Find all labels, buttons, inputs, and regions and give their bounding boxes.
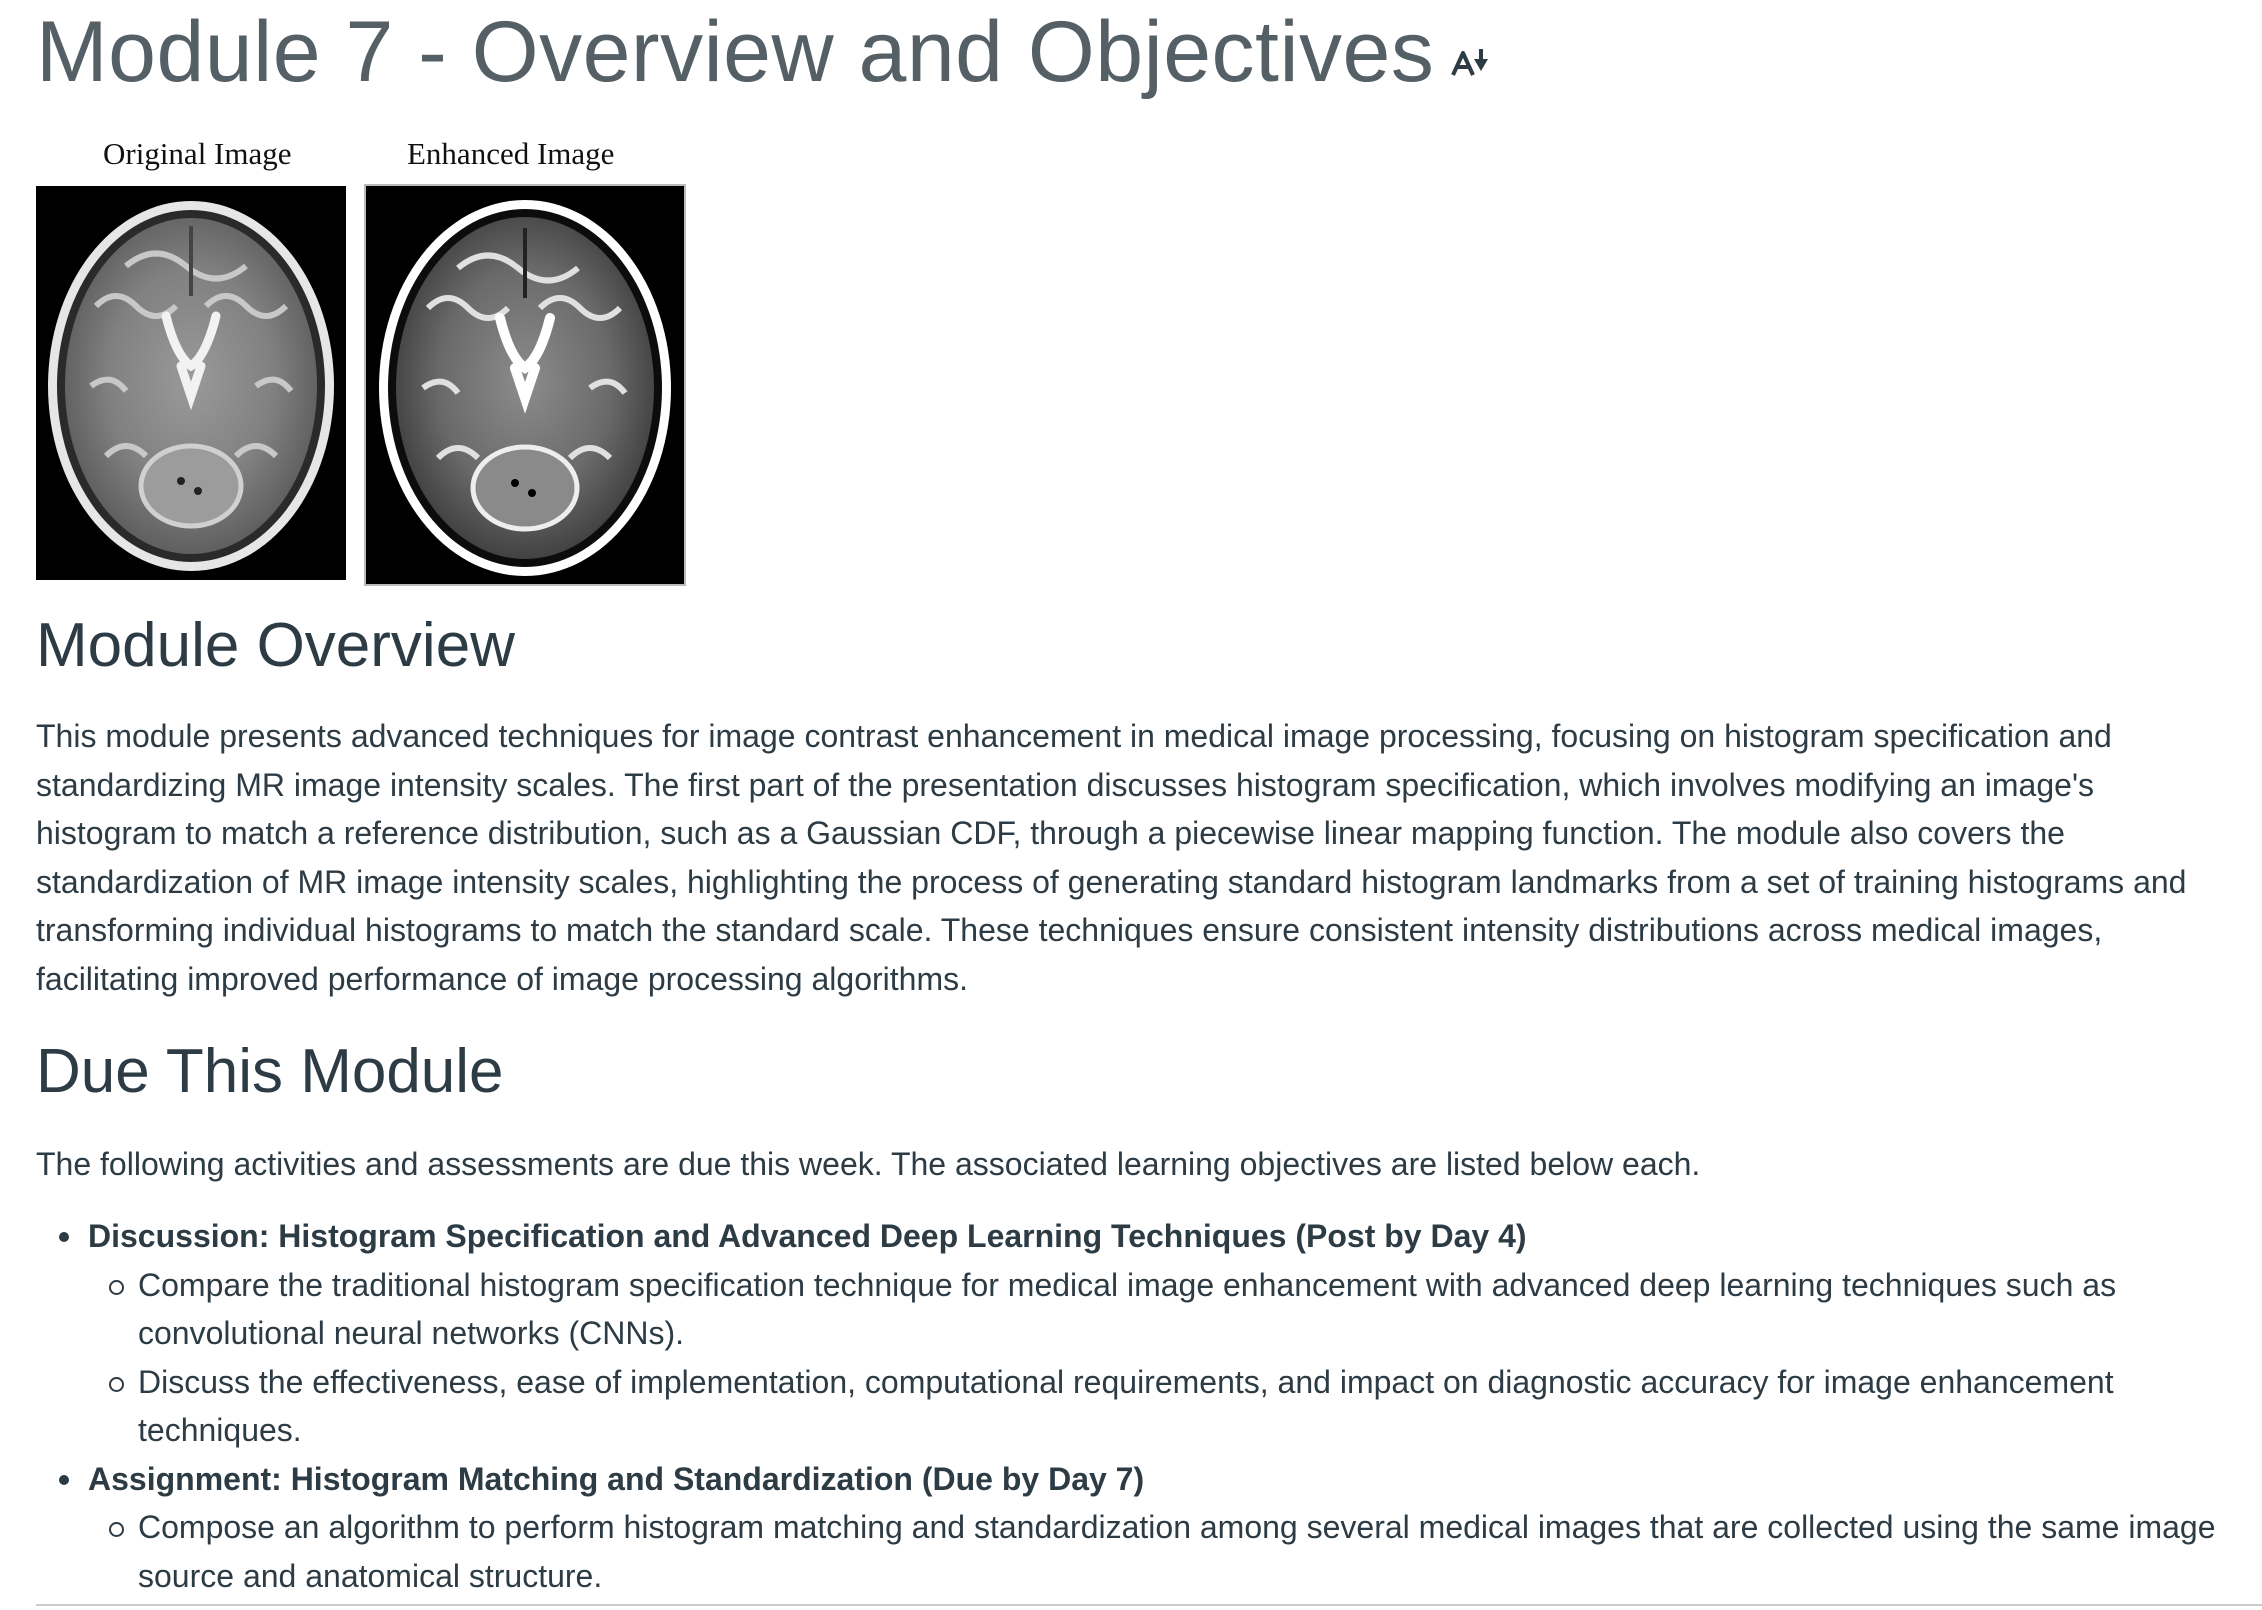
page-title: Module 7 - Overview and Objectives <box>36 4 1435 100</box>
list-item: Assignment: Histogram Matching and Stand… <box>36 1455 2226 1504</box>
objective-text: Compare the traditional histogram specif… <box>138 1266 2117 1352</box>
immersive-reader-icon <box>1451 49 1489 76</box>
objective-item: Compare the traditional histogram specif… <box>36 1261 2226 1358</box>
discussion-title: Discussion: Histogram Specification and … <box>88 1218 1527 1254</box>
bottom-divider <box>36 1604 2262 1606</box>
module-overview-heading: Module Overview <box>36 611 515 680</box>
title-row: Module 7 - Overview and Objectives <box>36 6 1496 98</box>
original-image-caption: Original Image <box>103 136 292 171</box>
objective-text: Compose an algorithm to perform histogra… <box>138 1509 2216 1594</box>
immersive-reader-button[interactable] <box>1448 42 1496 82</box>
list-item: Discussion: Histogram Specification and … <box>36 1212 2226 1261</box>
objective-item: Discuss the effectiveness, ease of imple… <box>36 1358 2226 1455</box>
module-overview-text: This module presents advanced techniques… <box>36 718 2187 997</box>
original-brain-image <box>36 186 346 580</box>
due-items-list: Discussion: Histogram Specification and … <box>36 1212 2226 1600</box>
assignment-title: Assignment: Histogram Matching and Stand… <box>88 1460 1145 1497</box>
due-intro-text: The following activities and assessments… <box>36 1146 1701 1182</box>
objective-item: Compose an algorithm to perform histogra… <box>36 1503 2226 1600</box>
objective-text: Discuss the effectiveness, ease of imple… <box>138 1363 2114 1449</box>
due-this-module-heading: Due This Module <box>36 1037 504 1106</box>
mri-comparison-figure: Original Image Enhanced Image <box>36 136 686 588</box>
enhanced-brain-image <box>364 184 686 586</box>
enhanced-image-caption: Enhanced Image <box>407 136 615 171</box>
